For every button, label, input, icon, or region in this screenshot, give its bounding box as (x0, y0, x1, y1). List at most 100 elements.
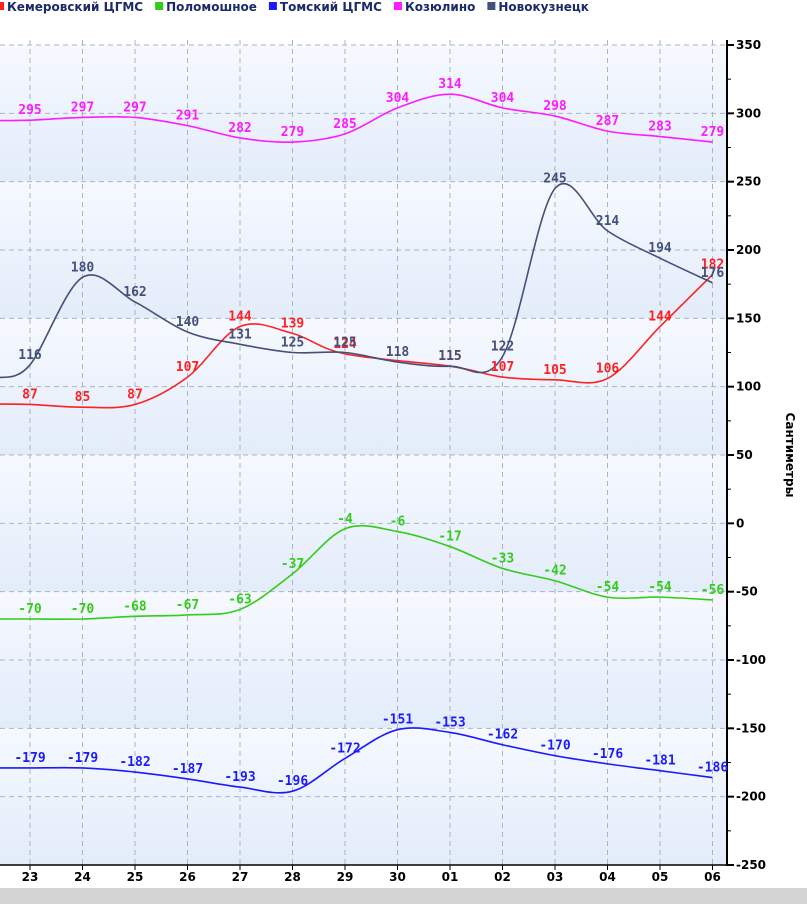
data-label: -187 (172, 762, 203, 777)
x-tick-label: 30 (389, 870, 406, 884)
data-label: -37 (281, 557, 304, 572)
data-label: -56 (701, 583, 725, 598)
data-label: 124 (333, 337, 357, 352)
data-label: 304 (491, 91, 515, 106)
data-label: -170 (539, 739, 570, 754)
y-tick-label: 50 (736, 448, 753, 462)
data-label: 139 (281, 316, 304, 331)
data-label: -193 (224, 770, 255, 785)
y-tick-label: -250 (736, 858, 766, 872)
data-label: -70 (71, 602, 95, 617)
data-label: 125 (333, 336, 356, 351)
data-label: 304 (386, 91, 410, 106)
data-label: -17 (438, 530, 461, 545)
legend-label: Козюлино (405, 0, 475, 14)
data-label: -182 (119, 755, 150, 770)
x-tick-label: 26 (179, 870, 196, 884)
data-label: -151 (382, 713, 413, 728)
data-label: 176 (701, 266, 725, 281)
y-tick-label: 150 (736, 311, 761, 325)
data-label: 140 (176, 315, 200, 330)
data-label: 115 (438, 349, 461, 364)
series-line (0, 274, 714, 409)
y-tick-label: 300 (736, 106, 761, 120)
x-tick-label: 29 (337, 870, 354, 884)
data-label: -42 (543, 564, 566, 579)
legend-label: Поломошное (166, 0, 257, 14)
data-label: -6 (390, 515, 406, 530)
data-label: 115 (438, 349, 461, 364)
legend-swatch (393, 2, 402, 10)
data-label: 125 (281, 336, 304, 351)
x-tick-label: 23 (22, 870, 39, 884)
data-label: -181 (644, 754, 675, 769)
x-tick-label: 05 (652, 870, 669, 884)
x-tick-label: 02 (494, 870, 511, 884)
data-label: -54 (596, 580, 620, 595)
data-label: 116 (18, 348, 42, 363)
data-label: 282 (228, 121, 251, 136)
y-tick-label: 200 (736, 243, 761, 257)
data-label: -68 (123, 599, 147, 614)
legend-label: Кемеровский ЦГМС (7, 0, 143, 14)
data-labels: 87 85 87 107 144 139 124 115 107 105 106 144 182 -70 -… (14, 77, 728, 789)
series-line (0, 524, 713, 621)
x-tick-label: 27 (232, 870, 249, 884)
data-label: 297 (71, 100, 94, 115)
y-tick-label: -100 (736, 653, 766, 667)
series-line (0, 182, 713, 379)
data-label: 107 (176, 360, 199, 375)
x-tick-label: 28 (284, 870, 301, 884)
legend-label: Томский ЦГМС (280, 0, 382, 14)
data-label: -176 (592, 747, 623, 762)
y-axis: 350 300 250 200 150 100 50 0 -50 -100 -150 -200 -250… (0, 38, 766, 884)
data-label: 144 (228, 310, 252, 325)
data-label: 131 (228, 327, 252, 342)
data-label: 118 (386, 345, 410, 360)
data-label: -172 (329, 741, 360, 756)
data-label: 314 (438, 77, 462, 92)
data-label: 245 (543, 172, 566, 187)
data-label: -162 (487, 728, 518, 743)
data-label: 291 (176, 109, 200, 124)
data-label: 283 (648, 120, 671, 135)
data-label: 295 (18, 103, 41, 118)
data-label: -4 (337, 512, 353, 527)
data-label: 182 (701, 258, 724, 273)
legend-swatch (155, 2, 164, 10)
data-label: 87 (22, 387, 38, 402)
data-label: -179 (67, 751, 98, 766)
series-line (0, 93, 713, 143)
y-tick-label: 250 (736, 175, 761, 189)
legend-swatch (0, 2, 4, 10)
legend-label: Новокузнецк (498, 0, 589, 14)
x-tick-label: 01 (442, 870, 459, 884)
data-label: 106 (596, 361, 620, 376)
data-label: 87 (127, 387, 143, 402)
data-label: 287 (596, 114, 619, 129)
data-label: 298 (543, 99, 567, 114)
data-label: 279 (701, 125, 724, 140)
data-label: 85 (75, 390, 91, 405)
x-tick-label: 25 (127, 870, 144, 884)
data-label: 144 (648, 310, 672, 325)
data-label: -153 (434, 715, 465, 730)
data-label: 285 (333, 117, 356, 132)
series-line (0, 727, 713, 794)
data-label: 297 (123, 100, 146, 115)
legend: Кемеровский ЦГМС Поломошное Томский ЦГМС Ко… (0, 0, 589, 14)
data-label: -179 (14, 751, 45, 766)
y-tick-label: -150 (736, 721, 766, 735)
data-label: 180 (71, 260, 95, 275)
legend-swatch (268, 2, 277, 10)
y-tick-label: 0 (736, 516, 744, 530)
data-label: 107 (491, 360, 514, 375)
y-axis-title: Сантиметры (783, 413, 797, 498)
y-tick-label: -200 (736, 790, 766, 804)
x-tick-label: 06 (704, 870, 721, 884)
data-label: -33 (491, 551, 514, 566)
y-tick-label: -50 (736, 585, 758, 599)
data-label: 214 (596, 214, 620, 229)
x-tick-label: 03 (547, 870, 564, 884)
